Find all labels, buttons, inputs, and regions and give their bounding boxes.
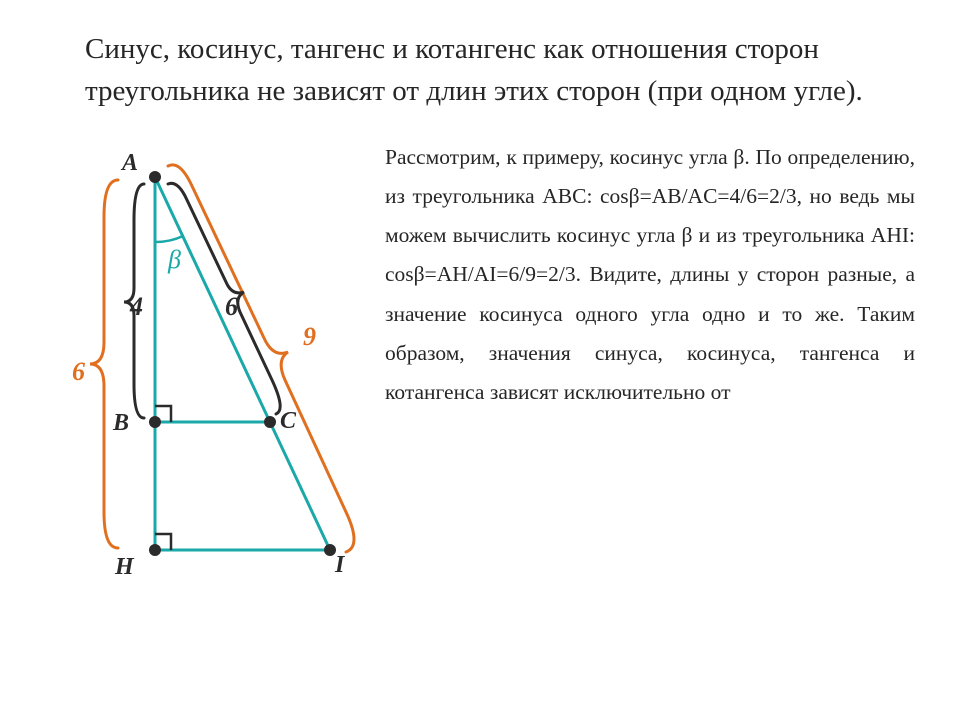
body-paragraph: Рассмотрим, к примеру, косинус угла β. П… [385,138,915,412]
slide-heading: Синус, косинус, тангенс и котангенс как … [0,0,960,122]
point-label-i: I [335,552,344,579]
angle-arc [155,236,183,242]
length-ac: 6 [225,292,238,322]
diagram-svg [40,132,375,632]
length-ab: 4 [130,292,143,322]
angle-beta-label: β [168,245,181,275]
triangle-lines [155,177,330,550]
right-angle-markers [155,406,171,550]
geometry-diagram: A B C H I β 4 6 6 9 [40,132,375,632]
outer-braces [90,165,354,552]
inner-braces [124,183,280,418]
length-ai: 9 [303,322,316,352]
point-label-b: B [113,410,129,437]
content-row: A B C H I β 4 6 6 9 Рассмотрим, к пример… [0,122,960,632]
explanation-text: Рассмотрим, к примеру, косинус угла β. П… [375,132,915,632]
point-label-a: A [122,150,138,177]
length-ah: 6 [72,357,85,387]
point-label-h: H [115,554,134,581]
point-label-c: C [280,408,296,435]
